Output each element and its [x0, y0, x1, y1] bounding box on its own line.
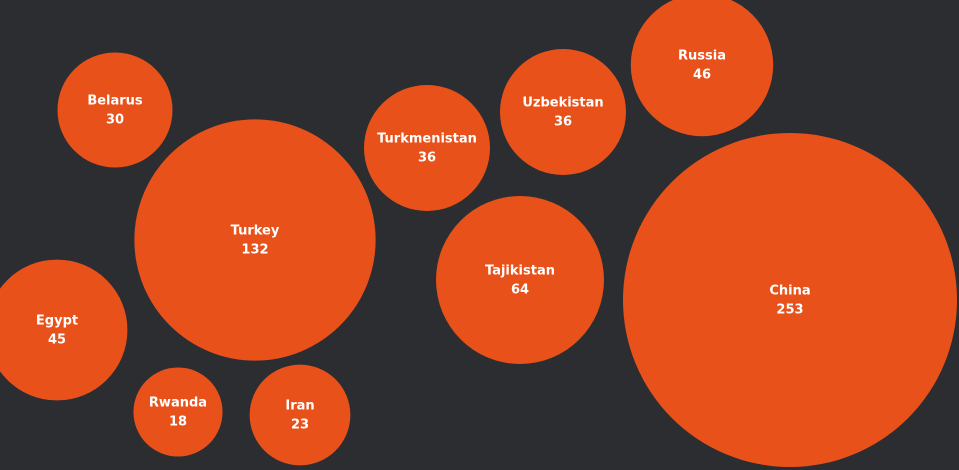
bubble-value: 46	[693, 68, 711, 83]
bubble	[500, 49, 626, 175]
bubble-value: 64	[511, 283, 529, 298]
bubble	[0, 259, 128, 401]
bubble-label: China	[769, 284, 810, 299]
bubble	[57, 52, 173, 168]
bubble-label: Belarus	[87, 94, 143, 109]
bubble-label: Uzbekistan	[522, 96, 603, 111]
bubble	[249, 364, 351, 466]
bubble-value: 36	[418, 151, 436, 166]
bubble-value: 36	[554, 115, 572, 130]
bubble-label: Rwanda	[149, 396, 207, 411]
bubble-label: Egypt	[36, 314, 78, 329]
bubble-label: Tajikistan	[485, 264, 555, 279]
bubble	[630, 0, 774, 137]
bubble-value: 253	[776, 303, 803, 318]
bubble	[622, 132, 958, 468]
bubble-value: 132	[241, 243, 268, 258]
bubble-label: Iran	[285, 399, 314, 414]
bubble-value: 30	[106, 113, 124, 128]
bubble	[133, 367, 223, 457]
bubble-value: 18	[169, 415, 187, 430]
bubble-value: 23	[291, 418, 309, 433]
bubble-value: 45	[48, 333, 66, 348]
bubble	[364, 85, 490, 211]
bubble-label: Russia	[678, 49, 726, 64]
bubble	[134, 119, 376, 361]
bubble	[436, 196, 604, 364]
bubble-label: Turkmenistan	[377, 132, 477, 147]
bubble-label: Turkey	[231, 224, 280, 239]
